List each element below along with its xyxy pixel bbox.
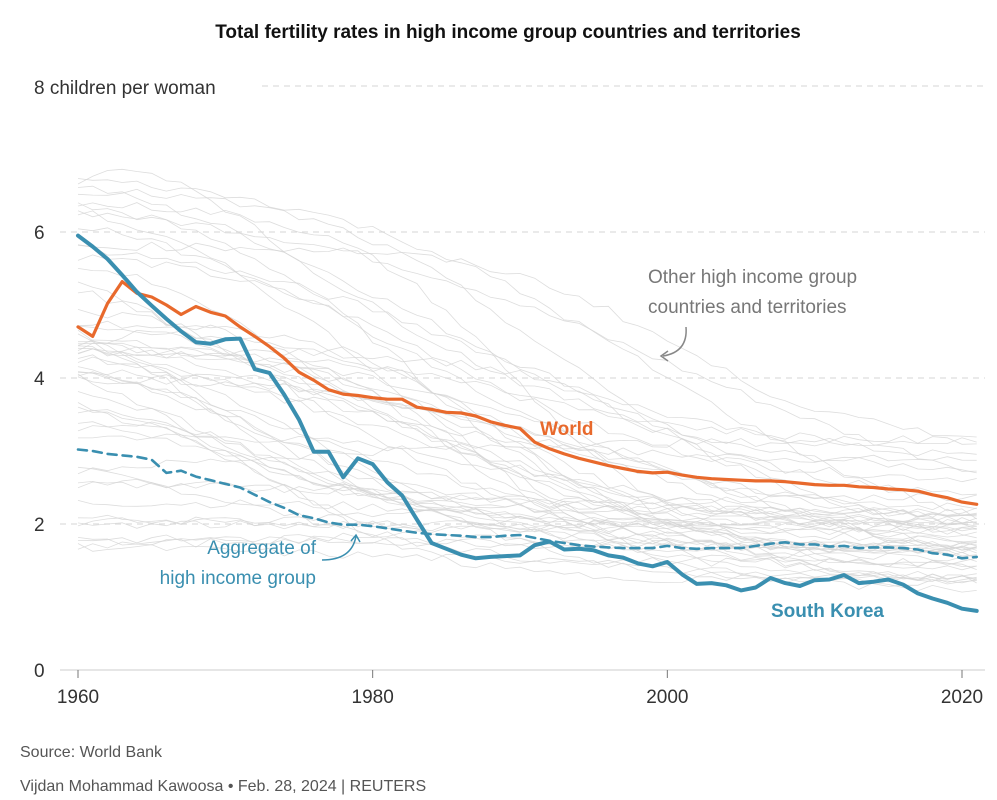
south-korea-series-line [76, 233, 979, 613]
y-unit-label: 8 children per woman [34, 78, 216, 99]
world-label: World [540, 419, 593, 440]
other-label-line1: Other high income group [648, 267, 857, 288]
credit-line: Vijdan Mohammad Kawoosa • Feb. 28, 2024 … [20, 778, 426, 795]
other-country-line [77, 178, 977, 520]
other-country-line [77, 329, 977, 551]
other-arrowhead-icon [659, 350, 669, 362]
other-country-line [78, 433, 977, 550]
other-country-line [77, 346, 977, 518]
other-country-line [77, 345, 977, 538]
other-country-line [77, 210, 977, 584]
other-country-line [77, 356, 977, 463]
aggregate-label-line1: Aggregate of [207, 538, 317, 559]
x-tick-label: 1960 [57, 687, 99, 708]
x-tick-label: 1980 [352, 687, 394, 708]
other-country-line [77, 227, 977, 518]
other-country-line [77, 369, 977, 551]
y-tick-label: 0 [34, 661, 45, 682]
chart-title: Total fertility rates in high income gro… [215, 22, 801, 43]
other-country-line [77, 536, 977, 552]
other-country-line [77, 244, 977, 539]
other-label-line2: countries and territories [648, 297, 847, 318]
other-country-line [77, 343, 977, 524]
other-country-line [77, 376, 977, 581]
other-country-line [77, 185, 977, 457]
y-tick-label: 4 [34, 369, 45, 390]
other-country-line [77, 354, 977, 568]
other-country-line [77, 373, 977, 553]
other-country-line [77, 421, 977, 571]
aggregate-label-line2: high income group [160, 568, 316, 589]
other-country-line [77, 371, 977, 516]
aggregate-arrowhead-icon [350, 533, 361, 543]
other-country-line [77, 366, 977, 546]
world-series-line [76, 280, 979, 506]
other-country-line [77, 341, 977, 511]
other-country-line [77, 348, 977, 581]
other-country-line [77, 437, 977, 475]
other-country-line [77, 481, 977, 518]
other-country-line [77, 241, 977, 438]
other-country-line [77, 188, 977, 496]
other-country-line [77, 210, 977, 472]
x-tick-label: 2000 [646, 687, 688, 708]
aggregate-arrow-icon [321, 535, 357, 561]
highlighted-series [76, 233, 979, 613]
source-note: Source: World Bank [20, 744, 163, 761]
other-country-line [77, 329, 977, 547]
other-country-line [77, 168, 977, 445]
y-tick-label: 2 [34, 515, 45, 536]
other-country-line [77, 320, 977, 557]
other-country-line [77, 281, 977, 559]
x-tick-label: 2020 [941, 687, 983, 708]
other-country-line [77, 499, 977, 570]
other-country-line [77, 543, 977, 567]
other-country-line [77, 466, 977, 580]
other-country-line [77, 402, 977, 529]
other-country-line [77, 202, 977, 562]
aggregate-series-line [76, 448, 979, 560]
y-tick-label: 6 [34, 223, 45, 244]
other-countries-lines [77, 168, 977, 593]
south-korea-label: South Korea [771, 601, 884, 622]
other-country-line [77, 421, 977, 518]
other-country-line [77, 521, 977, 550]
other-country-line [77, 290, 977, 533]
other-country-line [77, 254, 977, 483]
other-arrow-icon [662, 326, 687, 357]
other-country-line [77, 515, 977, 530]
axis-ticks: 0 2 4 6 1960 1980 2000 2020 [34, 223, 983, 708]
